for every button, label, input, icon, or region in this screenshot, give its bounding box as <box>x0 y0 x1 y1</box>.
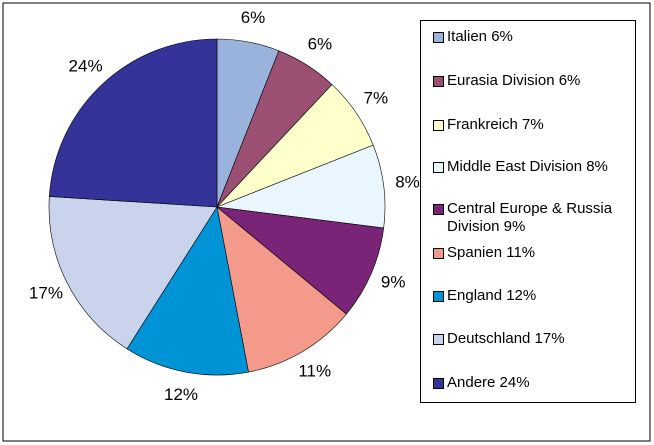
legend-swatch <box>433 120 444 131</box>
data-label: 6% <box>308 34 333 53</box>
legend-label: Eurasia Division 6% <box>447 72 581 89</box>
data-label: 8% <box>395 172 420 191</box>
legend-swatch <box>433 334 444 345</box>
legend-label: Frankreich 7% <box>447 116 544 133</box>
data-label: 9% <box>381 273 406 292</box>
legend-label: England 12% <box>447 287 537 304</box>
legend-label: Italien 6% <box>447 28 513 45</box>
legend-label: Spanien 11% <box>447 244 536 261</box>
legend-swatch <box>433 32 444 43</box>
data-label: 7% <box>364 89 389 108</box>
legend: Italien 6% Eurasia Division 6% Frankreich … <box>420 20 636 403</box>
legend-swatch <box>433 291 444 302</box>
data-label: 17% <box>29 284 63 303</box>
legend-label: Central Europe & Russia Division 9% <box>447 200 613 235</box>
pie-slice <box>126 206 249 376</box>
data-label: 11% <box>298 362 331 381</box>
pie-slice <box>49 38 218 208</box>
legend-swatch <box>433 162 444 173</box>
pie-slice <box>48 196 218 350</box>
pie-slice <box>216 206 385 315</box>
legend-label: Middle East Division 8% <box>447 158 608 175</box>
legend-swatch <box>433 378 444 389</box>
legend-label: Andere 24% <box>447 374 530 391</box>
legend-swatch <box>433 248 444 259</box>
legend-swatch <box>433 204 444 215</box>
data-label: 6% <box>241 8 266 27</box>
legend-swatch <box>433 76 444 87</box>
legend-label: Deutschland 17% <box>447 330 565 347</box>
pie-slice <box>216 206 347 373</box>
data-label: 12% <box>164 385 198 404</box>
data-label: 24% <box>69 57 103 76</box>
